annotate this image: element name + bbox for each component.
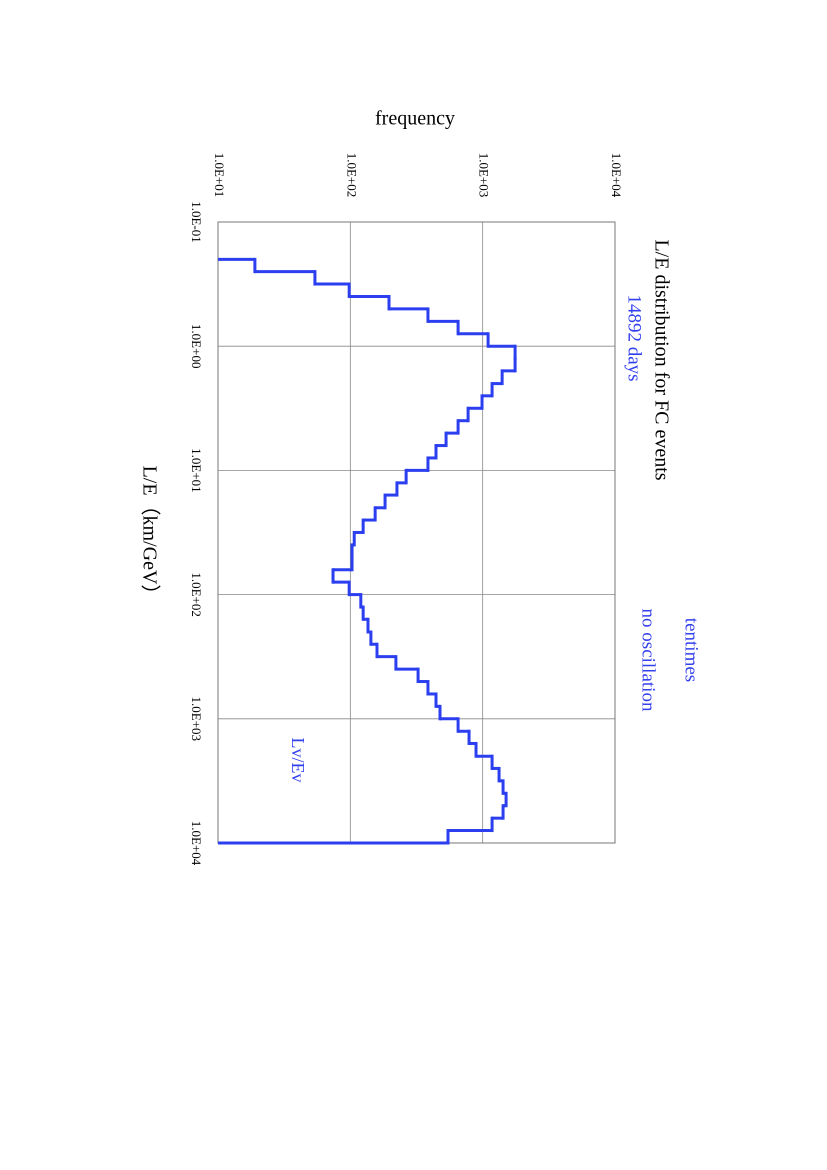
y-tick-label: 1.0E+02 (344, 153, 359, 198)
rotated-chart: L/E distribution for FC events 14892 day… (138, 153, 701, 866)
x-tick-label: 1.0E-01 (189, 201, 204, 243)
x-axis-title: L/E（km/GeV） (138, 466, 161, 605)
subtitle: 14892 days (624, 294, 645, 381)
y-tick-label: 1.0E+04 (609, 153, 624, 198)
annotation: Lv/Ev (288, 738, 308, 783)
x-tick-label: 1.0E+04 (189, 821, 204, 866)
x-tick-label: 1.0E+03 (189, 697, 204, 742)
x-tick-label: 1.0E+02 (189, 572, 204, 617)
x-tick-label: 1.0E+00 (189, 324, 204, 369)
x-tick-label: 1.0E+01 (189, 448, 204, 493)
y-tick-label: 1.0E+03 (477, 153, 492, 198)
annotation: no oscillation (638, 609, 659, 712)
annotation: tentimes (681, 618, 702, 682)
y-tick-label: 1.0E+01 (212, 153, 227, 198)
chart-title: L/E distribution for FC events (650, 239, 672, 480)
y-axis-title: frequency (375, 108, 455, 130)
